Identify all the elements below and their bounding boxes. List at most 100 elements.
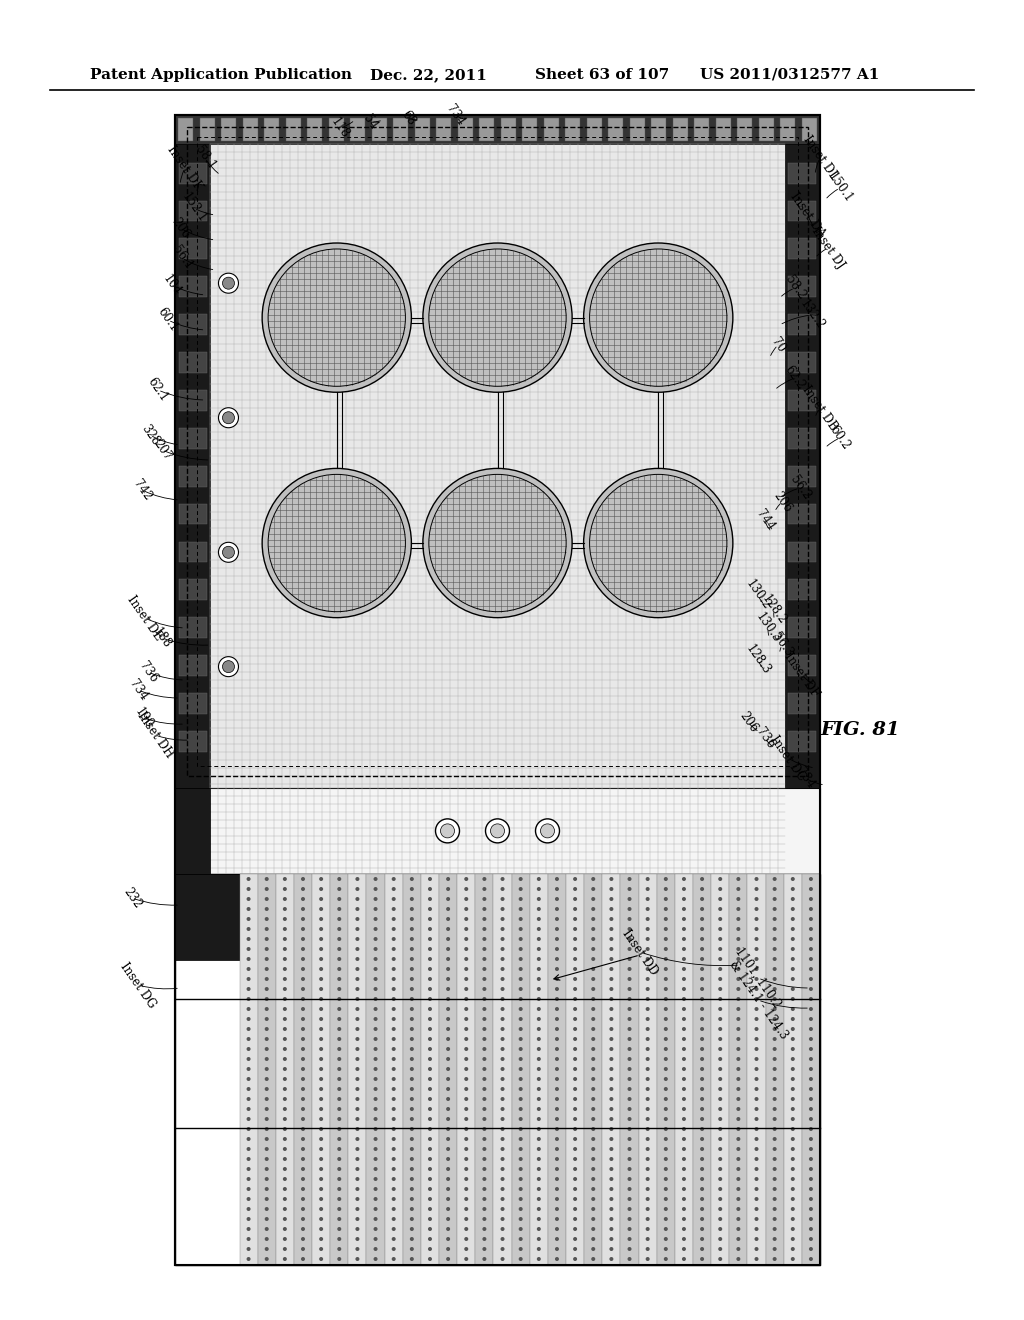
Circle shape [247, 1127, 251, 1131]
Circle shape [773, 1077, 776, 1081]
Bar [711, 874, 729, 1265]
Circle shape [319, 1016, 324, 1020]
Circle shape [482, 1007, 486, 1011]
Text: 742: 742 [130, 477, 154, 503]
Circle shape [374, 946, 378, 950]
Circle shape [628, 1237, 632, 1241]
Circle shape [682, 968, 686, 972]
Circle shape [755, 946, 759, 950]
Circle shape [519, 917, 522, 921]
Circle shape [773, 1097, 776, 1101]
Text: 152.1: 152.1 [179, 190, 209, 226]
Circle shape [519, 1117, 522, 1121]
Circle shape [664, 898, 668, 902]
Circle shape [446, 927, 451, 931]
Circle shape [374, 977, 378, 981]
Circle shape [573, 987, 578, 991]
Circle shape [319, 1117, 324, 1121]
Circle shape [410, 987, 414, 991]
Circle shape [392, 1038, 395, 1041]
Circle shape [374, 887, 378, 891]
Circle shape [591, 1047, 595, 1051]
Circle shape [355, 937, 359, 941]
Text: 328: 328 [138, 422, 162, 447]
Circle shape [664, 1097, 668, 1101]
Circle shape [355, 1107, 359, 1111]
Circle shape [519, 1086, 522, 1092]
Circle shape [464, 1107, 468, 1111]
Circle shape [646, 1097, 649, 1101]
Circle shape [501, 997, 505, 1001]
Circle shape [410, 917, 414, 921]
Circle shape [628, 1077, 632, 1081]
Circle shape [809, 1067, 813, 1071]
Bar [178, 618, 207, 638]
Circle shape [573, 946, 578, 950]
Circle shape [700, 1077, 705, 1081]
Circle shape [247, 1107, 251, 1111]
Text: Inset DB: Inset DB [800, 383, 840, 433]
Bar [178, 731, 207, 752]
Circle shape [718, 1158, 722, 1162]
Circle shape [791, 1047, 795, 1051]
Circle shape [446, 1107, 451, 1111]
Bar [788, 239, 816, 259]
Circle shape [700, 1007, 705, 1011]
Circle shape [736, 968, 740, 972]
Circle shape [736, 1228, 740, 1232]
Circle shape [736, 1047, 740, 1051]
Circle shape [736, 1107, 740, 1111]
Circle shape [755, 1147, 759, 1151]
Circle shape [428, 1047, 432, 1051]
Circle shape [319, 1007, 324, 1011]
Circle shape [464, 946, 468, 950]
Circle shape [301, 987, 305, 991]
Text: Inset DK: Inset DK [165, 143, 205, 193]
Circle shape [337, 887, 341, 891]
Circle shape [736, 1197, 740, 1201]
Circle shape [374, 1257, 378, 1261]
Circle shape [591, 1167, 595, 1171]
Circle shape [664, 1047, 668, 1051]
Bar [522, 117, 537, 141]
Circle shape [501, 1206, 505, 1210]
Circle shape [537, 997, 541, 1001]
Circle shape [247, 907, 251, 911]
Text: 734: 734 [794, 766, 817, 791]
Circle shape [791, 1127, 795, 1131]
Circle shape [355, 876, 359, 880]
Text: Inset DC: Inset DC [768, 733, 808, 783]
Circle shape [628, 876, 632, 880]
Circle shape [283, 937, 287, 941]
Circle shape [700, 946, 705, 950]
Circle shape [392, 1167, 395, 1171]
Circle shape [555, 1047, 559, 1051]
Circle shape [628, 898, 632, 902]
Circle shape [519, 1167, 522, 1171]
Circle shape [428, 946, 432, 950]
Circle shape [573, 1077, 578, 1081]
Bar [329, 117, 343, 141]
Bar [200, 117, 215, 141]
Circle shape [573, 1107, 578, 1111]
Circle shape [628, 1197, 632, 1201]
Circle shape [755, 997, 759, 1001]
Circle shape [646, 876, 649, 880]
Circle shape [464, 977, 468, 981]
Circle shape [646, 1077, 649, 1081]
Circle shape [809, 1057, 813, 1061]
Circle shape [718, 968, 722, 972]
Circle shape [718, 1077, 722, 1081]
Circle shape [537, 1167, 541, 1171]
Circle shape [222, 412, 234, 424]
Circle shape [337, 1047, 341, 1051]
Circle shape [464, 1257, 468, 1261]
Circle shape [664, 1237, 668, 1241]
Circle shape [283, 917, 287, 921]
Circle shape [519, 1257, 522, 1261]
Circle shape [446, 1007, 451, 1011]
Bar [788, 504, 816, 524]
Circle shape [718, 1228, 722, 1232]
Circle shape [337, 957, 341, 961]
Circle shape [392, 876, 395, 880]
